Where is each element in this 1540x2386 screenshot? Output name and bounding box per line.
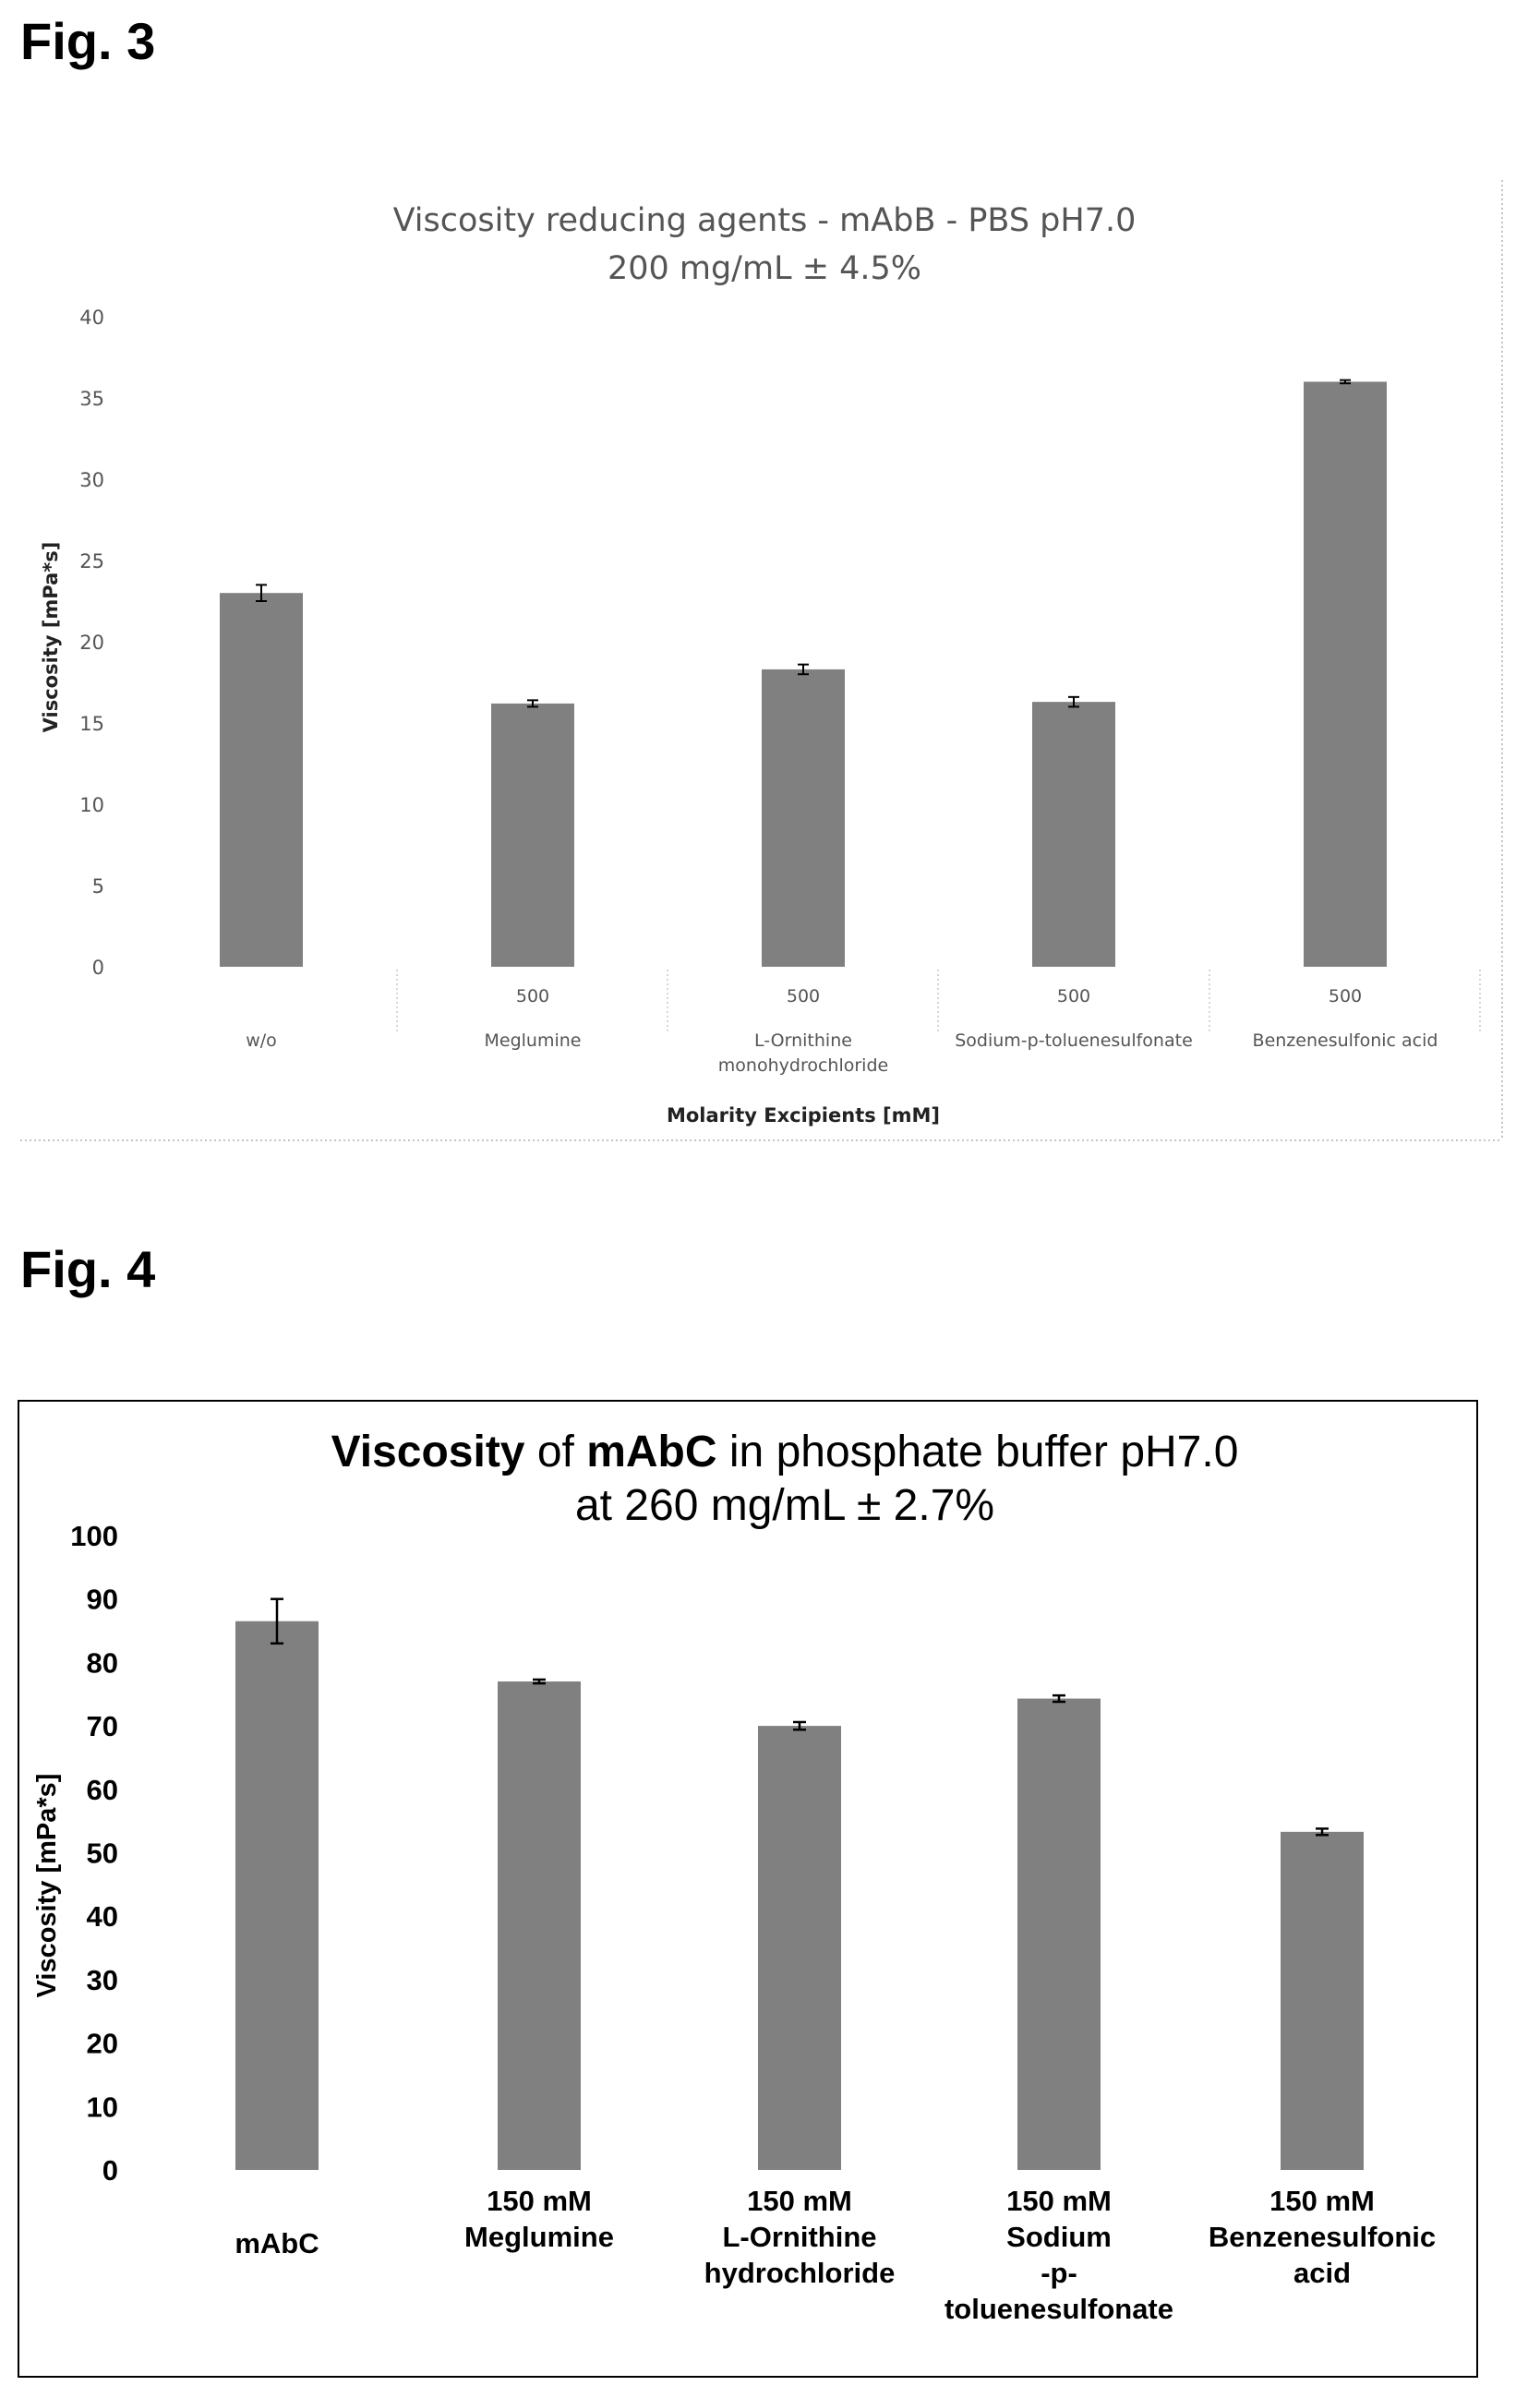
category-label: L-Ornithine — [754, 1030, 852, 1051]
y-tick-label: 20 — [79, 632, 104, 654]
y-tick-label: 100 — [70, 1520, 118, 1552]
molarity-label: 500 — [1057, 986, 1090, 1006]
y-tick-label: 0 — [92, 957, 104, 979]
category-label: monohydrochloride — [718, 1055, 888, 1076]
category-label: 150 mM — [1006, 2185, 1112, 2217]
figure-3-label: Fig. 3 — [20, 12, 156, 70]
y-tick-label: 0 — [102, 2154, 118, 2187]
y-tick-label: 80 — [87, 1646, 118, 1679]
category-label: w/o — [246, 1030, 277, 1051]
bar — [498, 1681, 581, 2170]
category-label: acid — [1293, 2257, 1351, 2289]
y-tick-label: 30 — [87, 1964, 118, 1996]
y-tick-label: 20 — [87, 2028, 118, 2060]
bar — [762, 669, 845, 967]
y-tick-label: 10 — [87, 2091, 118, 2123]
bar — [1304, 381, 1387, 967]
chart-title: Viscosity reducing agents - mAbB - PBS p… — [393, 202, 1137, 239]
y-tick-label: 70 — [87, 1710, 118, 1742]
chart-title-part: mAbC — [586, 1428, 716, 1476]
category-label: Meglumine — [464, 2221, 614, 2253]
y-tick-label: 60 — [87, 1774, 118, 1806]
chart-subtitle: at 260 mg/mL ± 2.7% — [575, 1481, 994, 1530]
bar — [220, 593, 303, 967]
category-label: L-Ornithine — [722, 2221, 876, 2253]
bar — [1017, 1698, 1101, 2170]
chart-frame — [18, 1400, 1478, 2378]
category-label: -p- — [1041, 2257, 1077, 2289]
y-tick-label: 5 — [92, 875, 104, 898]
y-axis-label: Viscosity [mPa*s] — [40, 542, 62, 733]
category-label: hydrochloride — [704, 2257, 896, 2289]
bar — [491, 703, 574, 967]
bar — [1032, 702, 1115, 967]
y-tick-label: 15 — [79, 713, 104, 735]
y-tick-label: 40 — [87, 1900, 118, 1933]
chart-title-part: in phosphate buffer pH7.0 — [717, 1428, 1239, 1476]
molarity-label: 500 — [787, 986, 820, 1006]
bar — [758, 1726, 841, 2170]
y-tick-label: 40 — [79, 307, 104, 329]
y-tick-label: 90 — [87, 1584, 118, 1616]
y-tick-label: 25 — [79, 550, 104, 572]
y-tick-label: 30 — [79, 469, 104, 491]
viscosity-chart-mabb: Viscosity reducing agents - mAbB - PBS p… — [20, 180, 1503, 1141]
chart-title-part: of — [525, 1428, 587, 1476]
category-label: Benzenesulfonic acid — [1253, 1030, 1438, 1051]
category-label: 150 mM — [1269, 2185, 1375, 2217]
molarity-label: 500 — [516, 986, 549, 1006]
bar — [1281, 1831, 1364, 2170]
y-axis-label: Viscosity [mPa*s] — [32, 1774, 62, 1998]
category-label: mAbC — [235, 2227, 319, 2259]
category-label: Meglumine — [485, 1030, 582, 1051]
category-label: toluenesulfonate — [944, 2293, 1173, 2325]
y-tick-label: 50 — [87, 1838, 118, 1870]
category-label: Benzenesulfonic — [1209, 2221, 1436, 2253]
x-axis-label: Molarity Excipients [mM] — [667, 1104, 940, 1127]
molarity-label: 500 — [1329, 986, 1362, 1006]
category-label: 150 mM — [747, 2185, 852, 2217]
category-label: Sodium-p-toluenesulfonate — [955, 1030, 1193, 1051]
figure-4-label: Fig. 4 — [20, 1240, 156, 1298]
y-tick-label: 35 — [79, 388, 104, 410]
chart-subtitle: 200 mg/mL ± 4.5% — [608, 250, 921, 287]
bar — [235, 1621, 319, 2170]
category-label: 150 mM — [487, 2185, 592, 2217]
chart-title-part: Viscosity — [331, 1428, 525, 1476]
y-tick-label: 10 — [79, 794, 104, 816]
category-label: Sodium — [1006, 2221, 1112, 2253]
chart-title: Viscosity of mAbC in phosphate buffer pH… — [331, 1428, 1239, 1476]
